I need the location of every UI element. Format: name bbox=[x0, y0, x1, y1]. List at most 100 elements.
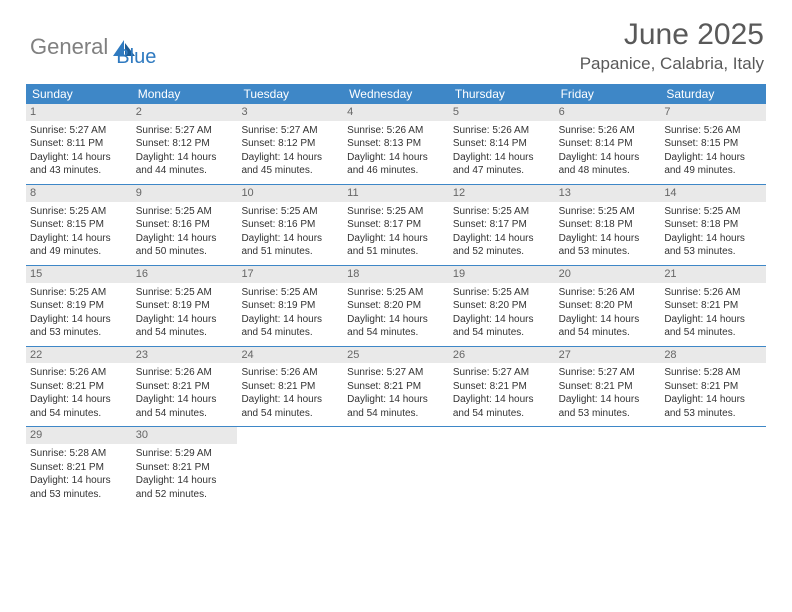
daylight-line: Daylight: 14 hours and 45 minutes. bbox=[241, 151, 339, 178]
daylight-line: Daylight: 14 hours and 53 minutes. bbox=[664, 232, 762, 259]
day-number: 27 bbox=[555, 347, 661, 364]
day-number: 18 bbox=[343, 266, 449, 283]
day-cell: 6Sunrise: 5:26 AMSunset: 8:14 PMDaylight… bbox=[555, 104, 661, 184]
sunrise-line: Sunrise: 5:25 AM bbox=[453, 286, 551, 300]
day-cell: 7Sunrise: 5:26 AMSunset: 8:15 PMDaylight… bbox=[660, 104, 766, 184]
day-cell: 28Sunrise: 5:28 AMSunset: 8:21 PMDayligh… bbox=[660, 347, 766, 427]
day-number: 9 bbox=[132, 185, 238, 202]
weekday-header: Sunday bbox=[26, 84, 132, 104]
day-cell: 5 Sunrise: 5:26 AMSunset: 8:14 PMDaylight… bbox=[449, 104, 555, 184]
day-cell: 11Sunrise: 5:25 AMSunset: 8:17 PMDayligh… bbox=[343, 185, 449, 265]
daylight-line: Daylight: 14 hours and 53 minutes. bbox=[559, 393, 657, 420]
day-cell bbox=[237, 427, 343, 507]
sunset-line: Sunset: 8:19 PM bbox=[30, 299, 128, 313]
daylight-line: Daylight: 14 hours and 48 minutes. bbox=[559, 151, 657, 178]
week-row: 22Sunrise: 5:26 AMSunset: 8:21 PMDayligh… bbox=[26, 347, 766, 428]
day-number: 14 bbox=[660, 185, 766, 202]
daylight-line: Daylight: 14 hours and 54 minutes. bbox=[241, 393, 339, 420]
day-cell bbox=[343, 427, 449, 507]
weekday-header: Tuesday bbox=[237, 84, 343, 104]
sunset-line: Sunset: 8:21 PM bbox=[30, 380, 128, 394]
day-number: 24 bbox=[237, 347, 343, 364]
sunset-line: Sunset: 8:20 PM bbox=[453, 299, 551, 313]
day-cell: 18Sunrise: 5:25 AMSunset: 8:20 PMDayligh… bbox=[343, 266, 449, 346]
sunrise-line: Sunrise: 5:25 AM bbox=[559, 205, 657, 219]
sunset-line: Sunset: 8:21 PM bbox=[241, 380, 339, 394]
day-cell: 26Sunrise: 5:27 AMSunset: 8:21 PMDayligh… bbox=[449, 347, 555, 427]
daylight-line: Daylight: 14 hours and 54 minutes. bbox=[453, 393, 551, 420]
daylight-line: Daylight: 14 hours and 53 minutes. bbox=[559, 232, 657, 259]
daylight-line: Daylight: 14 hours and 53 minutes. bbox=[30, 313, 128, 340]
day-cell: 30Sunrise: 5:29 AMSunset: 8:21 PMDayligh… bbox=[132, 427, 238, 507]
weekday-header: Saturday bbox=[660, 84, 766, 104]
sunrise-line: Sunrise: 5:28 AM bbox=[30, 447, 128, 461]
sunrise-line: Sunrise: 5:26 AM bbox=[453, 124, 551, 138]
daylight-line: Daylight: 14 hours and 49 minutes. bbox=[30, 232, 128, 259]
day-number: 16 bbox=[132, 266, 238, 283]
day-number: 5 bbox=[449, 104, 555, 121]
day-number: 10 bbox=[237, 185, 343, 202]
daylight-line: Daylight: 14 hours and 49 minutes. bbox=[664, 151, 762, 178]
sunset-line: Sunset: 8:17 PM bbox=[453, 218, 551, 232]
day-cell: 4Sunrise: 5:26 AMSunset: 8:13 PMDaylight… bbox=[343, 104, 449, 184]
daylight-line: Daylight: 14 hours and 53 minutes. bbox=[30, 474, 128, 501]
sunset-line: Sunset: 8:12 PM bbox=[136, 137, 234, 151]
day-cell: 13Sunrise: 5:25 AMSunset: 8:18 PMDayligh… bbox=[555, 185, 661, 265]
day-cell: 29 Sunrise: 5:28 AMSunset: 8:21 PMDayligh… bbox=[26, 427, 132, 507]
day-cell: 1Sunrise: 5:27 AMSunset: 8:11 PMDaylight… bbox=[26, 104, 132, 184]
title-block: June 2025 Papanice, Calabria, Italy bbox=[580, 18, 764, 74]
week-row: 1Sunrise: 5:27 AMSunset: 8:11 PMDaylight… bbox=[26, 104, 766, 185]
day-number: 25 bbox=[343, 347, 449, 364]
day-cell: 24Sunrise: 5:26 AMSunset: 8:21 PMDayligh… bbox=[237, 347, 343, 427]
day-number: 2 bbox=[132, 104, 238, 121]
sunset-line: Sunset: 8:12 PM bbox=[241, 137, 339, 151]
weekday-header: Thursday bbox=[449, 84, 555, 104]
day-number: 7 bbox=[660, 104, 766, 121]
daylight-line: Daylight: 14 hours and 44 minutes. bbox=[136, 151, 234, 178]
sunset-line: Sunset: 8:21 PM bbox=[30, 461, 128, 475]
sunset-line: Sunset: 8:14 PM bbox=[453, 137, 551, 151]
sunrise-line: Sunrise: 5:26 AM bbox=[30, 366, 128, 380]
calendar: SundayMondayTuesdayWednesdayThursdayFrid… bbox=[26, 84, 766, 507]
daylight-line: Daylight: 14 hours and 54 minutes. bbox=[136, 393, 234, 420]
day-number: 6 bbox=[555, 104, 661, 121]
sunset-line: Sunset: 8:11 PM bbox=[30, 137, 128, 151]
day-number: 8 bbox=[26, 185, 132, 202]
day-number: 29 bbox=[26, 427, 132, 444]
day-number: 17 bbox=[237, 266, 343, 283]
daylight-line: Daylight: 14 hours and 51 minutes. bbox=[347, 232, 445, 259]
sunrise-line: Sunrise: 5:27 AM bbox=[241, 124, 339, 138]
sunset-line: Sunset: 8:19 PM bbox=[241, 299, 339, 313]
weeks-container: 1Sunrise: 5:27 AMSunset: 8:11 PMDaylight… bbox=[26, 104, 766, 507]
day-number bbox=[660, 427, 766, 444]
day-number bbox=[343, 427, 449, 444]
sunrise-line: Sunrise: 5:26 AM bbox=[347, 124, 445, 138]
week-row: 15Sunrise: 5:25 AMSunset: 8:19 PMDayligh… bbox=[26, 266, 766, 347]
sunset-line: Sunset: 8:21 PM bbox=[559, 380, 657, 394]
day-cell: 22Sunrise: 5:26 AMSunset: 8:21 PMDayligh… bbox=[26, 347, 132, 427]
day-number: 30 bbox=[132, 427, 238, 444]
sunrise-line: Sunrise: 5:26 AM bbox=[664, 286, 762, 300]
sunset-line: Sunset: 8:20 PM bbox=[347, 299, 445, 313]
sunrise-line: Sunrise: 5:27 AM bbox=[559, 366, 657, 380]
daylight-line: Daylight: 14 hours and 47 minutes. bbox=[453, 151, 551, 178]
day-cell bbox=[660, 427, 766, 507]
sunrise-line: Sunrise: 5:27 AM bbox=[30, 124, 128, 138]
daylight-line: Daylight: 14 hours and 54 minutes. bbox=[664, 313, 762, 340]
day-cell: 19Sunrise: 5:25 AMSunset: 8:20 PMDayligh… bbox=[449, 266, 555, 346]
sunset-line: Sunset: 8:15 PM bbox=[664, 137, 762, 151]
day-number: 28 bbox=[660, 347, 766, 364]
day-number bbox=[237, 427, 343, 444]
sunset-line: Sunset: 8:21 PM bbox=[136, 461, 234, 475]
day-number: 20 bbox=[555, 266, 661, 283]
day-cell: 16Sunrise: 5:25 AMSunset: 8:19 PMDayligh… bbox=[132, 266, 238, 346]
day-cell bbox=[449, 427, 555, 507]
daylight-line: Daylight: 14 hours and 52 minutes. bbox=[453, 232, 551, 259]
day-cell: 21Sunrise: 5:26 AMSunset: 8:21 PMDayligh… bbox=[660, 266, 766, 346]
day-number: 15 bbox=[26, 266, 132, 283]
weekday-header: Wednesday bbox=[343, 84, 449, 104]
day-number bbox=[555, 427, 661, 444]
sunset-line: Sunset: 8:20 PM bbox=[559, 299, 657, 313]
sunrise-line: Sunrise: 5:25 AM bbox=[453, 205, 551, 219]
day-cell: 3Sunrise: 5:27 AMSunset: 8:12 PMDaylight… bbox=[237, 104, 343, 184]
